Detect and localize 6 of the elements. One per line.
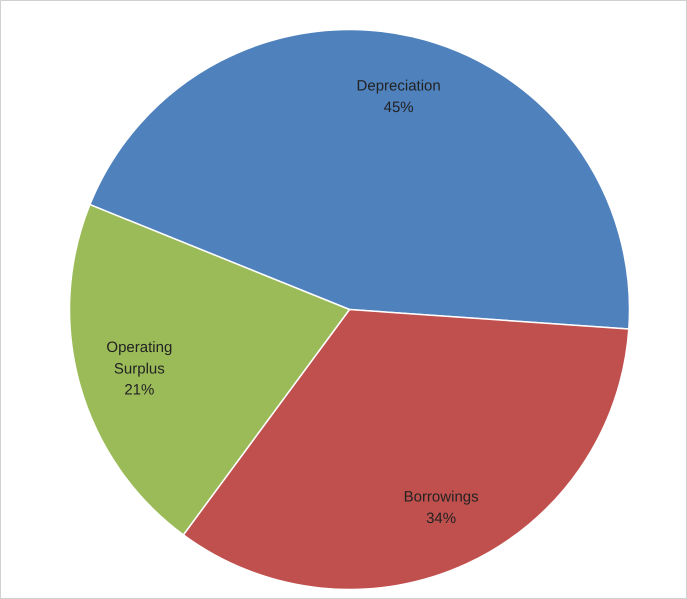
data-label: 34% bbox=[426, 510, 456, 527]
slice-label: Operating Surplus bbox=[106, 339, 172, 378]
data-label: 21% bbox=[124, 382, 154, 399]
slice-label: Borrowings bbox=[404, 488, 479, 506]
data-label: 45% bbox=[384, 98, 414, 116]
slice-label: Depreciation bbox=[356, 78, 441, 95]
